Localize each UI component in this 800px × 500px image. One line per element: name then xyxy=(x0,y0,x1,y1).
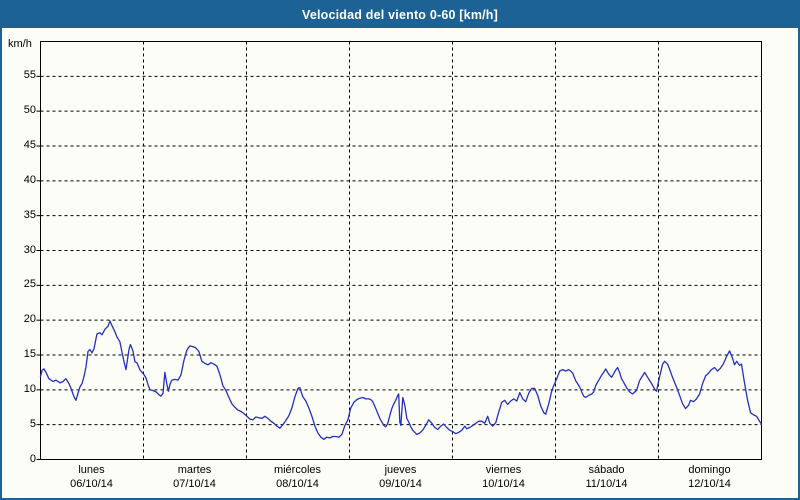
wind-speed-line-chart xyxy=(36,41,763,460)
day-name: viernes xyxy=(485,464,522,476)
x-day-label: jueves 09/10/14 xyxy=(349,464,452,491)
y-tick-label: 50 xyxy=(23,104,36,117)
x-day-label: miércoles 08/10/14 xyxy=(246,464,349,491)
y-tick-label: 40 xyxy=(23,173,36,186)
day-date: 09/10/14 xyxy=(379,477,422,490)
x-day-label: martes 07/10/14 xyxy=(143,464,246,491)
day-name: sábado xyxy=(588,464,625,476)
x-day-label: viernes 10/10/14 xyxy=(452,464,555,491)
day-date: 10/10/14 xyxy=(482,477,525,490)
day-date: 06/10/14 xyxy=(70,477,113,490)
day-name: lunes xyxy=(78,464,105,476)
chart-title: Velocidad del viento 0-60 [km/h] xyxy=(301,8,499,22)
day-name: martes xyxy=(177,464,212,476)
y-tick-label: 25 xyxy=(23,278,36,291)
wind-speed-series xyxy=(39,320,763,440)
y-tick-label: 20 xyxy=(23,313,36,326)
chart-title-bar: Velocidad del viento 0-60 [km/h] xyxy=(2,2,798,28)
x-day-label: lunes 06/10/14 xyxy=(40,464,143,491)
day-date: 11/10/14 xyxy=(585,477,628,490)
day-date: 07/10/14 xyxy=(173,477,216,490)
y-tick-label: 5 xyxy=(29,417,36,430)
chart-plot-region: km/h 0 5 10 15 20 25 30 35 40 45 50 55 lunes 06/10/1… xyxy=(2,28,798,498)
day-date: 12/10/14 xyxy=(688,477,731,490)
y-tick-label: 55 xyxy=(23,69,36,82)
y-tick-label: 45 xyxy=(23,139,36,151)
y-tick-label: 15 xyxy=(23,348,36,360)
y-tick-label: 35 xyxy=(23,208,36,221)
y-tick-label: 0 xyxy=(29,452,36,465)
y-tick-label: 10 xyxy=(23,382,36,395)
day-name: jueves xyxy=(384,464,417,476)
x-day-label: domingo 12/10/14 xyxy=(658,464,761,491)
y-tick-label: 30 xyxy=(23,243,36,256)
day-name: miércoles xyxy=(273,464,322,476)
day-date: 08/10/14 xyxy=(276,477,319,490)
plot-frame xyxy=(40,41,762,460)
x-day-label: sábado 11/10/14 xyxy=(555,464,658,491)
day-name: domingo xyxy=(688,464,731,476)
y-axis-unit-label: km/h xyxy=(8,38,32,50)
